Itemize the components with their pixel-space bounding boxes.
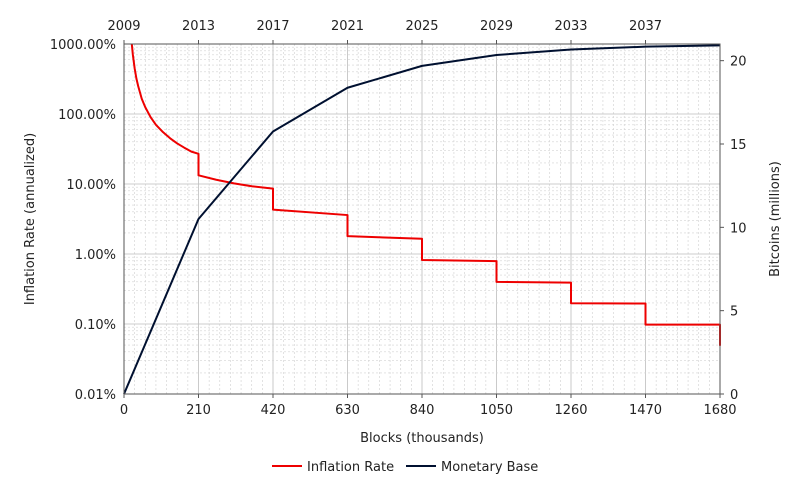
x-tick-label: 840: [410, 403, 435, 418]
x-tick-label: 630: [335, 403, 360, 418]
y-left-axis-title: Inflation Rate (annualized): [23, 133, 38, 305]
x-tick-label: 1470: [629, 403, 662, 418]
top-tick-label: 2013: [182, 19, 215, 34]
top-tick-label: 2009: [107, 19, 140, 34]
series-line-inflation-rate: [130, 43, 721, 346]
x-tick-label: 1680: [703, 403, 736, 418]
y-left-tick-label: 0.10%: [75, 318, 116, 333]
x-tick-label: 1050: [480, 403, 513, 418]
top-tick-label: 2025: [405, 19, 438, 34]
x-axis-title: Blocks (thousands): [360, 431, 484, 446]
y-left-tick-label: 1.00%: [75, 248, 116, 263]
y-left-tick-label: 10.00%: [66, 178, 116, 193]
y-left-tick-label: 0.01%: [75, 388, 116, 403]
top-tick-label: 2021: [331, 19, 364, 34]
top-tick-label: 2017: [256, 19, 289, 34]
y-right-tick-label: 0: [730, 388, 738, 403]
x-tick-label: 0: [120, 403, 128, 418]
y-right-tick-label: 15: [730, 138, 747, 153]
y-left-tick-label: 100.00%: [58, 108, 116, 123]
top-tick-label: 2029: [480, 19, 513, 34]
legend-label-inflation-rate: Inflation Rate: [307, 460, 394, 475]
y-left-tick-label: 1000.00%: [50, 38, 116, 53]
top-tick-label: 2033: [554, 19, 587, 34]
x-tick-label: 210: [186, 403, 211, 418]
legend: Inflation Rate Monetary Base: [272, 460, 538, 475]
series-layer: [123, 43, 721, 395]
y-right-tick-label: 10: [730, 221, 747, 236]
grid: [123, 44, 721, 395]
series-line-monetary-base: [123, 44, 721, 395]
x-tick-label: 1260: [554, 403, 587, 418]
y-right-axis-title: Bitcoins (millions): [768, 161, 783, 277]
x-tick-label: 420: [261, 403, 286, 418]
legend-label-monetary-base: Monetary Base: [441, 460, 538, 475]
y-right-tick-label: 5: [730, 305, 738, 320]
y-right-tick-label: 20: [730, 55, 747, 70]
top-tick-label: 2037: [629, 19, 662, 34]
